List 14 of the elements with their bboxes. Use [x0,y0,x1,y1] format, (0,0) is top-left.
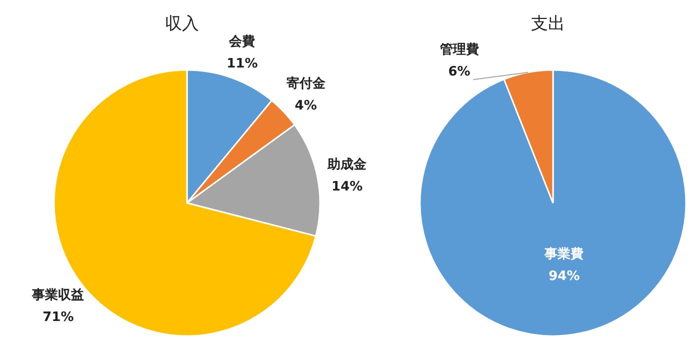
chart-title: 支出 [530,13,566,35]
data-label: 14% [332,179,363,194]
data-label: 71% [42,310,74,325]
chart-title: 収入 [164,13,200,35]
slice-label: 助成金 [326,157,368,172]
data-label: 11% [226,56,258,72]
slice-label: 会費 [228,34,256,50]
slice-label: 事業収益 [31,288,84,303]
slice-label: 事業費 [544,246,584,262]
slice-label: 寄付金 [286,75,326,92]
slice-label: 管理費 [438,42,479,58]
data-label: 94% [548,268,580,284]
data-label: 4% [294,98,317,114]
data-label: 6% [448,64,470,80]
